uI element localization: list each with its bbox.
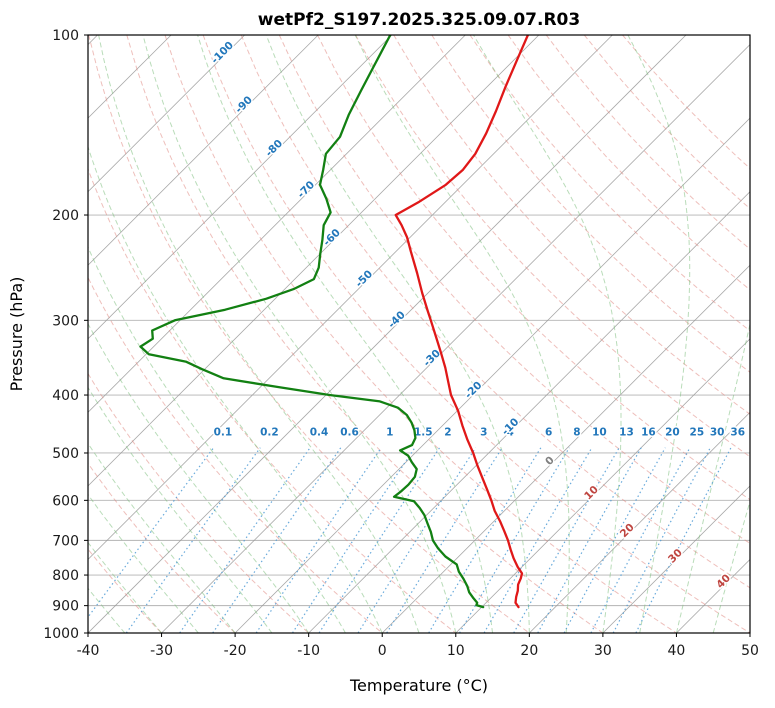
mixing-ratio-label: 16 xyxy=(641,426,656,438)
temperature-trace xyxy=(394,35,530,609)
y-tick-label: 700 xyxy=(52,533,79,549)
mixing-ratio-label: 30 xyxy=(710,426,725,438)
x-tick-label: 50 xyxy=(741,643,759,659)
mixing-ratio-label: 0.1 xyxy=(214,426,233,438)
x-tick-label: 0 xyxy=(378,643,387,659)
mixing-ratio-lines xyxy=(88,447,732,633)
y-tick-label: 1000 xyxy=(43,626,79,642)
mixing-ratio-label: 36 xyxy=(730,426,745,438)
y-tick-label: 200 xyxy=(52,208,79,224)
x-tick-label: 10 xyxy=(447,643,465,659)
mixing-ratio-label: 0.4 xyxy=(310,426,329,438)
x-tick-label: 40 xyxy=(668,643,686,659)
mixing-ratio-label: 25 xyxy=(690,426,705,438)
y-tick-label: 800 xyxy=(52,568,79,584)
x-tick-label: 30 xyxy=(594,643,612,659)
isotherm-lines xyxy=(88,35,750,633)
moist-adiabat-lines xyxy=(88,35,750,633)
mixing-ratio-label: 20 xyxy=(665,426,680,438)
mixing-ratio-label: 8 xyxy=(573,426,580,438)
sounding-profiles xyxy=(139,35,530,609)
y-tick-label: 400 xyxy=(52,388,79,404)
y-tick-label: 600 xyxy=(52,493,79,509)
chart-title: wetPf2_S197.2025.325.09.07.R03 xyxy=(258,10,580,30)
x-tick-label: -40 xyxy=(77,643,100,659)
mixing-ratio-label: 3 xyxy=(480,426,487,438)
x-tick-label: -20 xyxy=(224,643,247,659)
mixing-ratio-label: 0.6 xyxy=(340,426,359,438)
y-tick-label: 500 xyxy=(52,446,79,462)
x-tick-label: 20 xyxy=(520,643,538,659)
y-tick-label: 900 xyxy=(52,599,79,615)
plot-border xyxy=(87,34,751,634)
y-tick-label: 100 xyxy=(52,28,79,44)
x-axis-ticks: -40 -30 -20 -10 0 10 20 30 40 50 xyxy=(77,633,759,659)
mixing-ratio-label: 2 xyxy=(444,426,451,438)
y-axis-label: Pressure (hPa) xyxy=(7,277,26,392)
mixing-ratio-label: 13 xyxy=(619,426,634,438)
x-tick-label: -30 xyxy=(150,643,173,659)
mixing-ratio-label: 4 xyxy=(506,426,513,438)
y-axis-ticks: 100 200 300 400 500 600 700 800 900 1000 xyxy=(43,28,88,642)
mixing-ratio-label: 10 xyxy=(592,426,607,438)
mixing-ratio-label: 1 xyxy=(386,426,393,438)
mixing-ratio-label: 0.2 xyxy=(260,426,279,438)
x-axis-label: Temperature (°C) xyxy=(349,676,488,695)
x-tick-label: -10 xyxy=(297,643,320,659)
dewpoint-trace xyxy=(139,35,485,609)
dry-adiabat-lines xyxy=(88,35,750,633)
mixing-ratio-label: 1.5 xyxy=(414,426,433,438)
mixing-ratio-label: 6 xyxy=(545,426,552,438)
y-tick-label: 300 xyxy=(52,313,79,329)
